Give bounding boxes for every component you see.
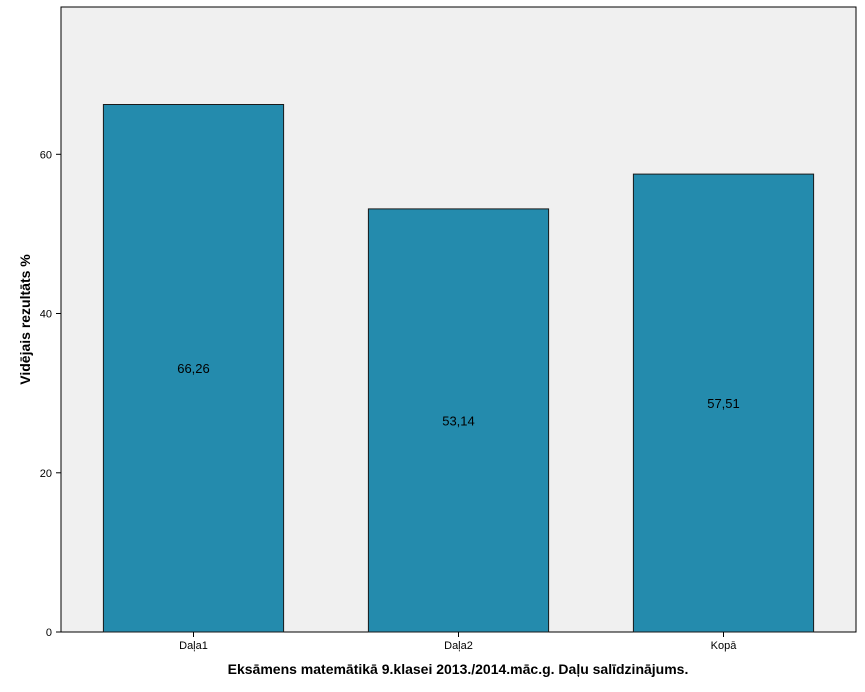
data-labels-group: 66,26 53,14 57,51 [177,361,740,428]
bars-group [102,104,815,633]
data-label-1: 66,26 [177,361,210,376]
bar-3 [632,173,815,633]
x-tick-label-2: Daļa2 [444,640,473,652]
x-tick-label-1: Daļa1 [179,640,208,652]
bar-1 [102,104,285,633]
x-axis-title: Eksāmens matemātikā 9.klasei 2013./2014.… [228,661,689,677]
y-axis: 0 20 40 60 [40,149,61,639]
data-label-3: 57,51 [707,396,740,411]
y-tick-label-20: 20 [40,468,52,480]
y-tick-label-60: 60 [40,149,52,161]
data-label-2: 53,14 [442,414,475,429]
bar-2 [367,208,550,633]
x-tick-label-3: Kopā [711,640,738,652]
y-tick-label-40: 40 [40,309,52,321]
y-tick-label-0: 0 [46,627,52,639]
y-axis-title: Vidējais rezultāts % [17,254,33,385]
x-axis: Daļa1 Daļa2 Kopā [179,632,737,652]
